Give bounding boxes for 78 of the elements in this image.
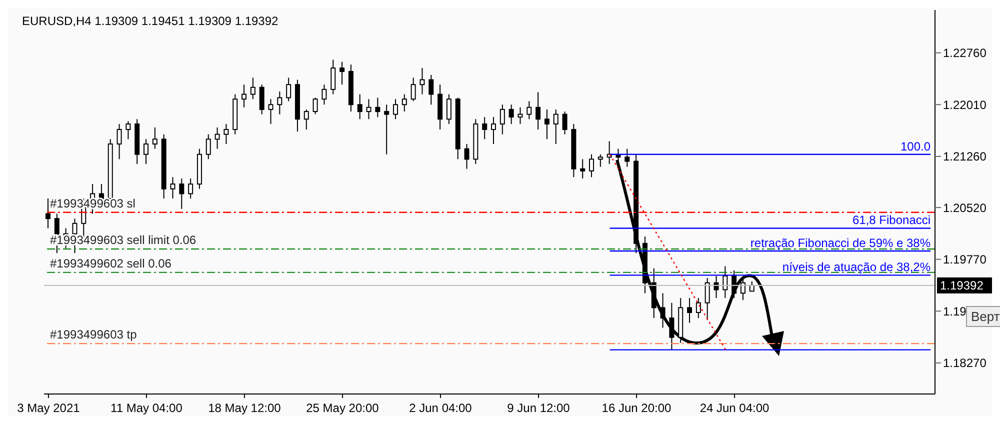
x-tick-label: 2 Jun 04:00 — [409, 401, 472, 415]
y-tick-label: 1.21260 — [943, 150, 987, 164]
y-tick-label: 1.18270 — [943, 356, 987, 370]
candlestick — [402, 94, 407, 112]
y-tick-label: 1.22760 — [943, 46, 987, 60]
ref-line-label: #1993499602 sell 0.06 — [50, 256, 172, 270]
candlestick — [250, 77, 256, 100]
candlestick — [598, 154, 603, 168]
ref-line-label: #1993499603 tp — [50, 328, 138, 342]
candlestick — [259, 84, 264, 115]
series-label: níveis de atuação de 38,2% — [782, 260, 931, 274]
candlestick — [384, 104, 390, 155]
candlestick — [144, 138, 149, 165]
y-tick-label: 1.19770 — [943, 252, 987, 267]
candlestick — [526, 100, 532, 120]
series-label: retração Fibonacci de 59% e 38% — [750, 236, 931, 250]
candlestick — [624, 148, 630, 168]
candlestick — [562, 111, 568, 135]
candlestick — [330, 59, 336, 95]
x-tick-label: 3 May 2021 — [17, 401, 80, 415]
candlestick — [268, 98, 274, 124]
candlestick — [126, 120, 131, 140]
candlestick — [242, 84, 247, 108]
candlestick — [179, 178, 184, 210]
candlestick — [491, 116, 496, 144]
x-tick-label: 18 May 12:00 — [208, 401, 282, 415]
candlestick — [116, 123, 122, 160]
text: Верт — [966, 306, 1000, 327]
y-tick-label: 1.22010 — [943, 98, 987, 112]
candlestick — [446, 94, 452, 124]
candlestick — [410, 77, 416, 102]
ref-line-label: 1.19392 — [940, 278, 984, 292]
candlestick — [464, 143, 470, 170]
candlestick — [392, 98, 398, 120]
candlestick — [357, 94, 362, 120]
candlestick — [312, 97, 318, 115]
candlestick — [420, 68, 425, 95]
y-tick-label: 1.19 — [943, 304, 967, 318]
candlestick — [687, 298, 692, 324]
candlestick — [500, 104, 505, 135]
candlestick — [428, 74, 434, 106]
candlestick — [277, 90, 282, 115]
candlestick — [732, 270, 737, 298]
candlestick — [375, 97, 380, 118]
y-tick-label: 1.20520 — [943, 200, 987, 215]
candlestick — [206, 134, 211, 160]
candlestick — [224, 123, 229, 144]
candlestick — [544, 108, 550, 140]
x-tick-label: 16 Jun 20:00 — [602, 401, 672, 415]
candlestick — [214, 126, 220, 150]
candlestick — [366, 98, 372, 120]
candlestick — [580, 158, 586, 180]
candlestick — [589, 154, 594, 178]
candlestick — [704, 277, 710, 321]
x-tick-label: 24 Jun 04:00 — [700, 401, 770, 415]
candlestick — [740, 277, 746, 301]
x-tick-label: 11 May 04:00 — [110, 401, 183, 415]
candlestick — [322, 84, 327, 106]
candlestick — [46, 198, 50, 229]
candlestick — [660, 292, 666, 328]
candlestick — [170, 176, 176, 200]
candlestick — [553, 108, 558, 144]
chart-title: EURUSD,H4 1.19309 1.19451 1.19309 1.19392 — [22, 14, 278, 28]
x-tick-label: 25 May 20:00 — [306, 401, 380, 415]
candlestick — [340, 61, 345, 86]
candlestick — [536, 92, 541, 130]
candlestick — [508, 104, 514, 124]
candlestick — [696, 298, 701, 319]
candlestick — [152, 126, 158, 150]
candlestick — [669, 302, 674, 350]
candlestick — [188, 178, 194, 200]
candlestick — [304, 108, 309, 130]
candlestick — [482, 116, 488, 140]
x-tick-label: 9 Jun 12:00 — [507, 401, 570, 415]
candlestick — [518, 106, 523, 124]
series-label: 100.0 — [900, 139, 931, 154]
series-label: 61,8 Fibonacci — [852, 213, 931, 228]
candlestick — [286, 77, 292, 102]
